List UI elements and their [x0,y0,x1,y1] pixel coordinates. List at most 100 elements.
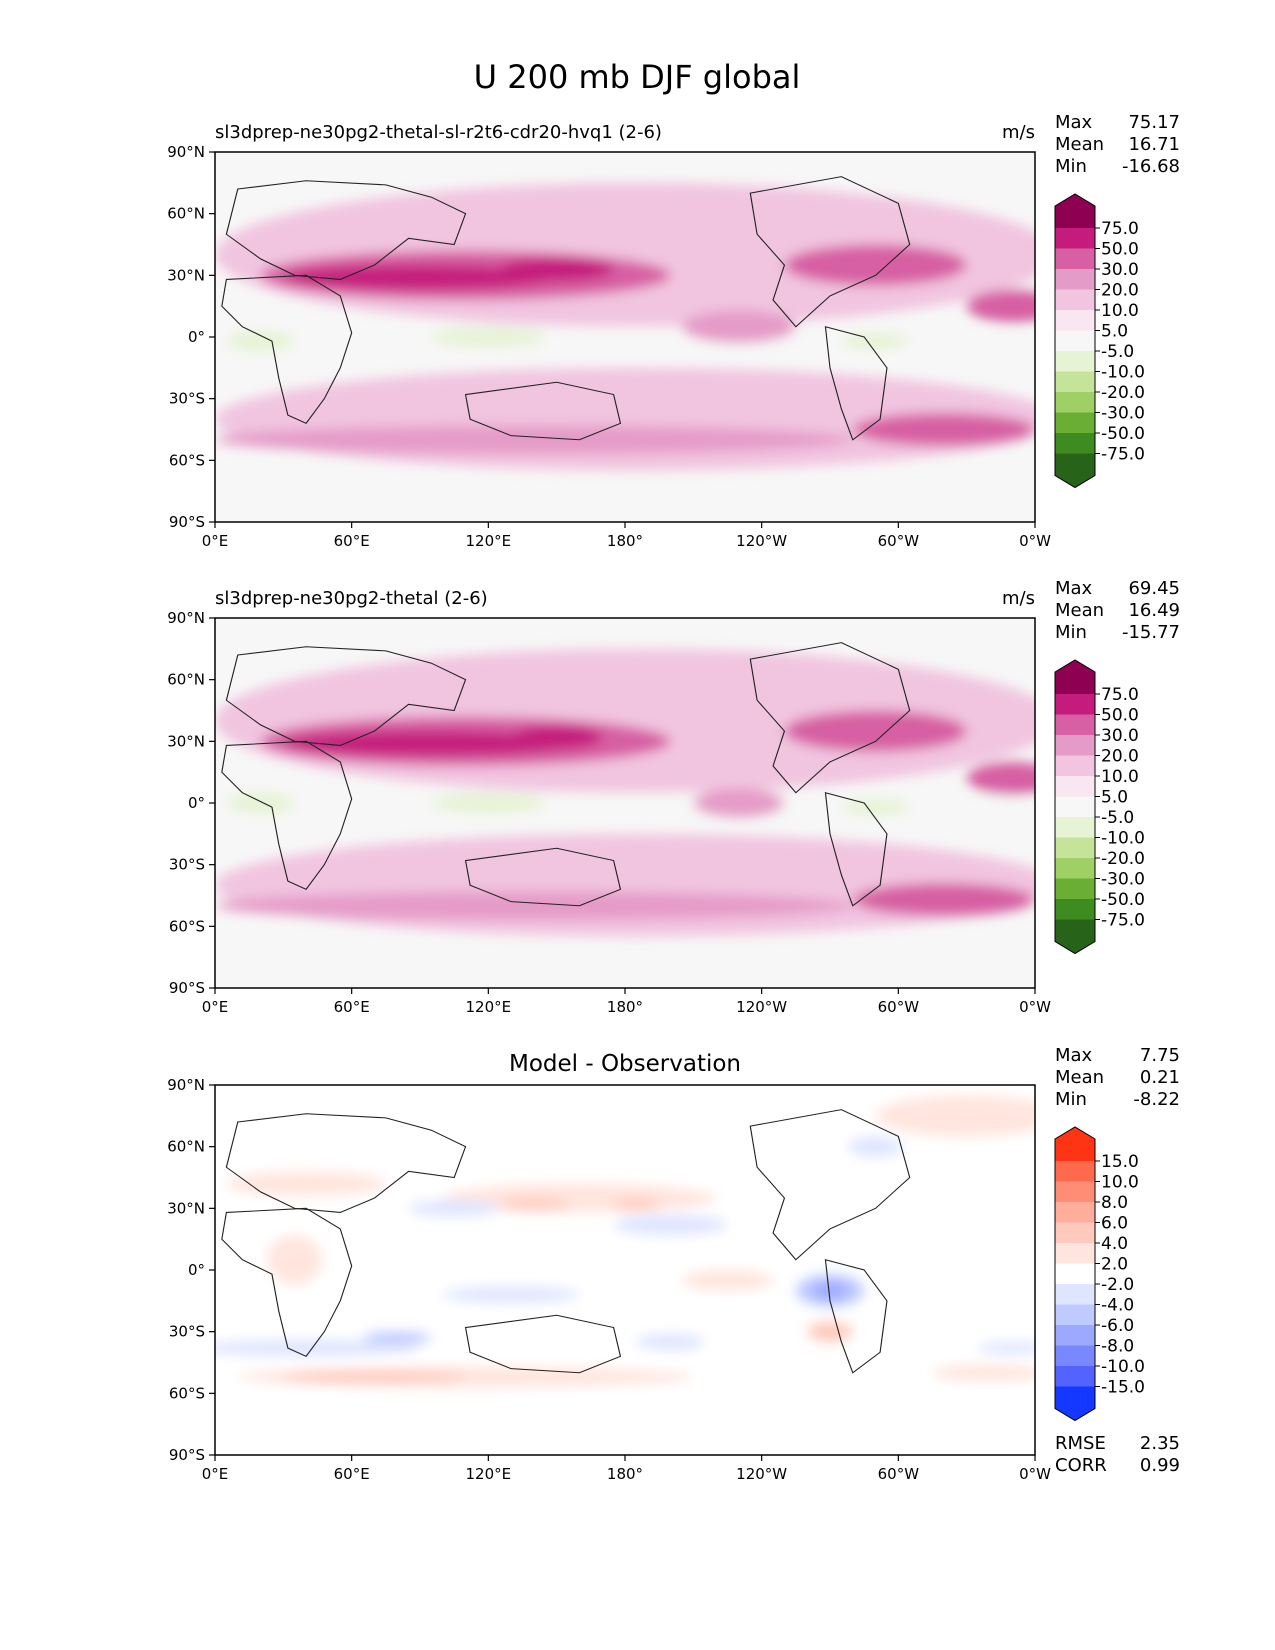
colorbar-label: -75.0 [1101,911,1145,931]
colorbar-segment [1055,660,1095,694]
field-region [408,1200,500,1217]
colorbar-label: 8.0 [1101,1193,1128,1213]
x-tick-label: 120°E [466,532,512,550]
colorbar-label: 10.0 [1101,767,1139,787]
stat-value: 0.21 [1140,1067,1180,1088]
colorbar-segment [1055,1181,1095,1202]
metric-value: 0.99 [1140,1455,1180,1476]
field-region [848,1136,903,1157]
colorbar-segment [1055,1284,1095,1305]
colorbar-outline [1054,1126,1096,1422]
x-tick-label: 0°E [202,532,229,550]
field-region [807,1321,853,1342]
x-tick-label: 60°W [878,998,920,1016]
colorbar-segment [1055,228,1095,249]
y-tick-label: 60°S [169,451,205,469]
x-tick-label: 0°W [1019,1465,1051,1483]
field-region [431,792,546,814]
colorbar-segment [1055,755,1095,776]
figure-title: U 200 mb DJF global [474,58,801,96]
colorbar-segment [1055,694,1095,715]
colorbar-label: -50.0 [1101,424,1145,444]
stat-label: Max [1055,112,1093,133]
field-region [613,1198,660,1211]
field-region [226,792,295,814]
x-tick-label: 60°W [878,532,920,550]
y-tick-label: 60°N [167,1138,205,1156]
stat-value: -8.22 [1133,1089,1180,1110]
y-tick-label: 90°N [167,1076,205,1094]
colorbar-label: -10.0 [1101,363,1145,383]
x-tick-label: 0°E [202,1465,229,1483]
stat-value: -16.68 [1122,156,1180,177]
y-tick-label: 0° [188,328,205,346]
colorbar-segment [1055,796,1095,817]
field-region [363,1331,432,1345]
x-tick-label: 60°E [334,998,370,1016]
colorbar-outline [1054,659,1096,955]
colorbar-segment [1055,858,1095,879]
field-region [852,883,1035,917]
stat-value: 16.71 [1128,134,1180,155]
x-tick-label: 0°W [1019,532,1051,550]
x-tick-label: 120°W [736,532,787,550]
stat-value: 69.45 [1128,578,1180,599]
y-tick-label: 90°N [167,609,205,627]
stat-label: Mean [1055,134,1104,155]
y-tick-label: 30°N [167,266,205,284]
stat-label: Max [1055,578,1093,599]
panel-units: m/s [1002,588,1035,609]
y-tick-label: 30°N [167,1199,205,1217]
colorbar-segment [1055,433,1095,454]
colorbar-segment [1055,899,1095,920]
map-background [215,1085,1035,1455]
colorbar-segment [1055,1304,1095,1325]
colorbar-segment [1055,1202,1095,1223]
field-region [226,1171,386,1196]
stat-label: Mean [1055,600,1104,621]
colorbar-label: 20.0 [1101,747,1139,767]
metric-value: 2.35 [1140,1433,1180,1454]
colorbar-segment [1055,1127,1095,1161]
stat-value: -15.77 [1122,622,1180,643]
x-tick-label: 0°E [202,998,229,1016]
x-tick-label: 60°E [334,1465,370,1483]
x-tick-label: 120°E [466,1465,512,1483]
x-tick-label: 60°W [878,1465,920,1483]
field-region [215,786,1035,820]
panel-units: m/s [1002,122,1035,143]
stat-label: Min [1055,1089,1087,1110]
colorbar-segment [1055,1161,1095,1182]
field-region [841,332,910,350]
colorbar-label: -4.0 [1101,1296,1134,1316]
panel-model-2: 0°E 60°E 120°E 180° 120°W 60°W 0°W 90°N 60°N 30°N… [167,578,1180,1016]
field-region [267,1235,323,1285]
colorbar-label: 10.0 [1101,301,1139,321]
field-region [966,761,1035,795]
field-region [511,724,603,750]
colorbar: 75.050.030.020.010.05.0-5.0-10.0-20.0-30… [1054,659,1145,955]
colorbar-segment [1055,1366,1095,1387]
y-tick-label: 30°S [169,1323,205,1341]
colorbar: 15.010.08.06.04.02.0-2.0-4.0-6.0-8.0-10.… [1054,1126,1145,1422]
field-region [283,1370,466,1384]
panel-title: Model - Observation [509,1051,741,1077]
colorbar-segment [1055,248,1095,269]
y-tick-label: 60°N [167,205,205,223]
colorbar-label: 20.0 [1101,281,1139,301]
colorbar-label: -5.0 [1101,342,1134,362]
colorbar-label: -20.0 [1101,383,1145,403]
colorbar-segment [1055,776,1095,797]
colorbar-segment [1055,714,1095,735]
y-tick-label: 90°S [169,1446,205,1464]
field-region [215,891,853,921]
colorbar-outline [1054,193,1096,489]
field-region [636,1333,705,1351]
colorbar-segment [1055,837,1095,858]
colorbar-segment [1055,453,1095,488]
stat-label: Max [1055,1045,1093,1066]
colorbar-segment [1055,412,1095,433]
y-tick-label: 60°S [169,917,205,935]
colorbar-segment [1055,269,1095,290]
